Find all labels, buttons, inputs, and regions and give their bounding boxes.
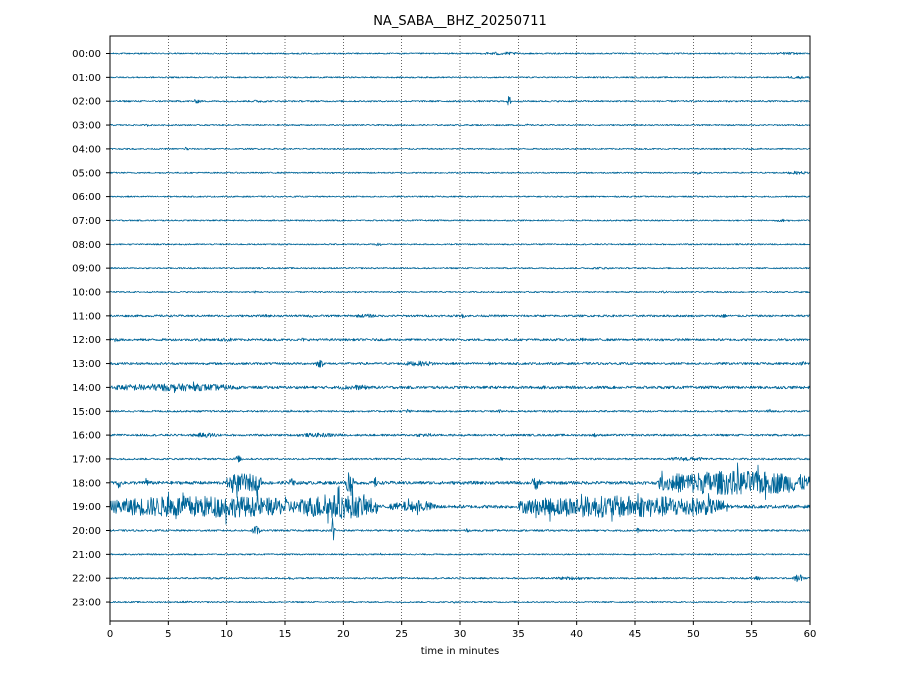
x-tick-label: 5 [165, 629, 171, 640]
x-tick-label: 60 [804, 629, 817, 640]
trace-row [109, 462, 811, 501]
row-label: 10:00 [72, 288, 101, 299]
x-tick-label: 25 [395, 629, 408, 640]
row-label: 23:00 [72, 598, 101, 609]
trace-row [109, 242, 811, 247]
trace-row [109, 313, 811, 319]
trace-row [109, 432, 811, 438]
trace-row [109, 218, 811, 223]
x-tick-label: 40 [570, 629, 583, 640]
row-label: 07:00 [72, 216, 101, 227]
trace-row [109, 195, 811, 198]
trace-row [109, 96, 811, 106]
x-tick-label: 50 [687, 629, 700, 640]
row-label: 00:00 [72, 49, 101, 60]
x-tick-label: 55 [745, 629, 758, 640]
trace-layer [109, 51, 811, 604]
row-label: 18:00 [72, 478, 101, 489]
row-label: 03:00 [72, 121, 101, 132]
row-label: 16:00 [72, 431, 101, 442]
row-label: 19:00 [72, 502, 101, 513]
trace-row [109, 408, 811, 414]
row-label: 02:00 [72, 97, 101, 108]
row-label: 20:00 [72, 526, 101, 537]
x-tick-label: 20 [337, 629, 350, 640]
trace-row [109, 337, 811, 343]
row-label: 15:00 [72, 407, 101, 418]
x-axis: 0 5 10 15 20 25 30 35 40 45 50 55 60 [107, 621, 817, 640]
trace-row [109, 485, 811, 525]
row-label: 22:00 [72, 574, 101, 585]
trace-row [109, 600, 811, 604]
trace-row [109, 381, 811, 394]
trace-row [109, 517, 811, 541]
trace-row [109, 75, 811, 80]
row-label: 12:00 [72, 335, 101, 346]
row-label: 13:00 [72, 359, 101, 370]
row-label: 14:00 [72, 383, 101, 394]
row-label: 08:00 [72, 240, 101, 251]
row-label: 21:00 [72, 550, 101, 561]
x-tick-label: 35 [512, 629, 525, 640]
x-tick-label: 15 [279, 629, 292, 640]
row-label: 17:00 [72, 454, 101, 465]
trace-row [109, 552, 811, 556]
x-tick-label: 10 [220, 629, 233, 640]
row-label: 09:00 [72, 264, 101, 275]
trace-row [109, 266, 811, 270]
row-label: 05:00 [72, 168, 101, 179]
x-tick-label: 45 [629, 629, 642, 640]
row-label: 01:00 [72, 73, 101, 84]
x-tick-label: 0 [107, 629, 113, 640]
trace-row [109, 455, 811, 463]
chart-title: NA_SABA__BHZ_20250711 [373, 14, 547, 29]
trace-row [109, 170, 811, 175]
x-axis-label: time in minutes [421, 646, 500, 657]
y-axis: 00:00 01:00 02:00 03:00 04:00 05:00 06:00 07:00… [72, 49, 110, 609]
trace-row [109, 290, 811, 294]
trace-row [109, 359, 811, 368]
trace-row [109, 574, 811, 583]
trace-row [109, 146, 811, 151]
trace-row [109, 51, 811, 56]
x-tick-label: 30 [454, 629, 467, 640]
row-label: 11:00 [72, 311, 101, 322]
trace-row [109, 123, 811, 127]
row-label: 06:00 [72, 192, 101, 203]
row-label: 04:00 [72, 144, 101, 155]
